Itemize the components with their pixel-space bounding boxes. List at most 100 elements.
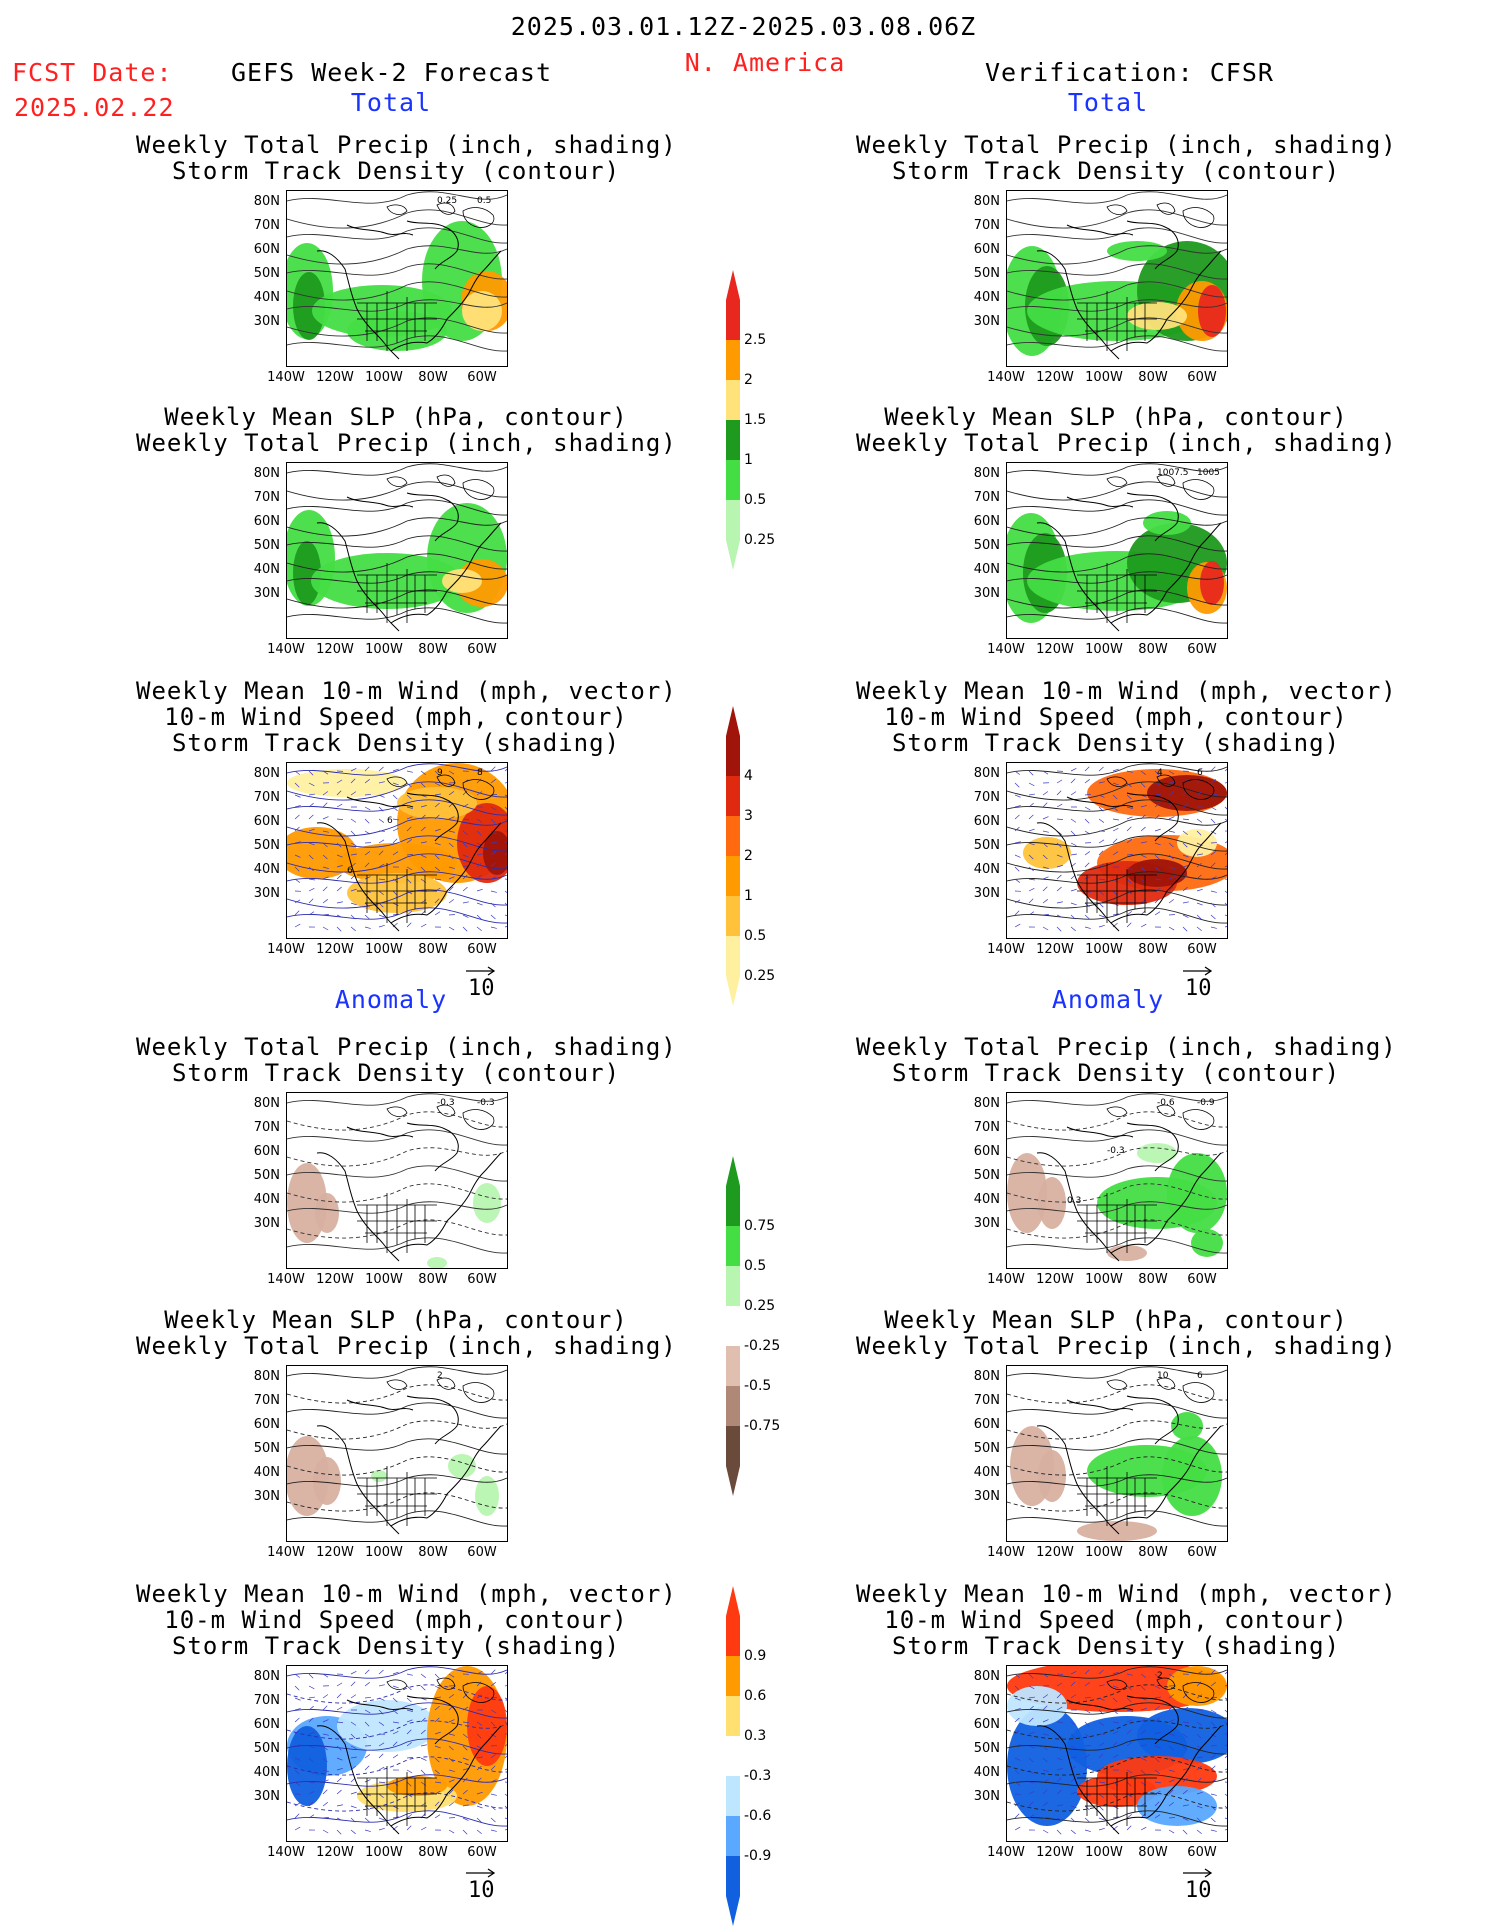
wind-vector — [1071, 889, 1077, 891]
wind-vector — [1085, 927, 1091, 929]
wind-vector — [1029, 783, 1034, 786]
fcst-anom-precip-map: -0.3-0.3 — [286, 1092, 508, 1269]
wind-vector — [1127, 817, 1133, 819]
wind-vector — [337, 1778, 341, 1782]
lon-tick-label: 100W — [362, 1545, 406, 1560]
contour-line — [1007, 1094, 1227, 1106]
wind-vector — [1057, 902, 1063, 903]
fcst-anom-slp-title-line: Weekly Total Precip (inch, shading) — [136, 1333, 656, 1359]
wind-vector — [379, 1670, 384, 1674]
lat-tick-label: 40N — [246, 1192, 280, 1207]
lat-tick-label: 60N — [966, 1717, 1000, 1732]
wind-vector — [1183, 819, 1189, 820]
wind-vector — [505, 1767, 507, 1770]
contour-label: 1007.5 — [1157, 468, 1189, 478]
colorbar-segment — [726, 1816, 740, 1856]
fcst-total-precip-title: Weekly Total Precip (inch, shading)Storm… — [136, 132, 656, 184]
wind-vector — [1015, 815, 1019, 819]
wind-vector — [295, 815, 299, 819]
wind-vector — [295, 1686, 299, 1690]
lon-tick-label: 140W — [984, 370, 1028, 385]
lon-tick-label: 60W — [1180, 642, 1224, 657]
contour-label: -0.3 — [1107, 1146, 1125, 1156]
wind-vector — [407, 1674, 413, 1675]
contour-label: 9 — [437, 768, 443, 778]
lon-tick-label: 80W — [411, 642, 455, 657]
contour-line — [1007, 1385, 1227, 1403]
lon-tick-label: 120W — [313, 942, 357, 957]
wind-vector — [295, 1718, 299, 1722]
wind-vector — [295, 1814, 299, 1818]
lon-tick-label: 100W — [362, 1272, 406, 1287]
wind-vector — [407, 923, 411, 927]
wind-vector — [1029, 794, 1035, 795]
contour-line — [1007, 464, 1227, 476]
wind-vector — [323, 927, 328, 930]
lat-tick-label: 70N — [246, 1120, 280, 1135]
wind-vector — [449, 1817, 455, 1818]
lat-tick-label: 60N — [966, 814, 1000, 829]
lon-tick-label: 120W — [313, 1845, 357, 1860]
fcst-anom-wind-title-line: 10-m Wind Speed (mph, contour) — [136, 1607, 656, 1633]
lon-tick-label: 100W — [1082, 1845, 1126, 1860]
wind-vector — [1211, 807, 1216, 810]
lat-tick-label: 50N — [966, 538, 1000, 553]
contour-line — [287, 1094, 507, 1106]
wind-vector — [491, 1830, 497, 1831]
colorbar-label: 0.75 — [744, 1218, 775, 1234]
obs-anom-precip-title: Weekly Total Precip (inch, shading)Storm… — [856, 1034, 1376, 1086]
wind-vector — [1085, 863, 1089, 867]
lon-tick-label: 140W — [984, 642, 1028, 657]
wind-vector — [1197, 903, 1203, 905]
wind-vector — [1099, 819, 1104, 823]
section-total-left: Total — [291, 88, 491, 117]
wind-vector — [295, 795, 301, 797]
lon-tick-label: 60W — [1180, 1545, 1224, 1560]
contour-label: 2 — [1157, 1671, 1163, 1681]
wind-vector — [1141, 827, 1146, 831]
wind-vector — [505, 891, 507, 895]
contour-line — [287, 1385, 507, 1403]
lon-tick-label: 140W — [984, 1272, 1028, 1287]
lat-tick-label: 60N — [966, 242, 1000, 257]
wind-vector — [1197, 1830, 1202, 1834]
lat-tick-label: 30N — [966, 886, 1000, 901]
contour-line — [1007, 500, 1227, 515]
wind-vector — [323, 803, 327, 807]
lon-tick-label: 100W — [1082, 642, 1126, 657]
fcst-anom-slp-map: 2 — [286, 1365, 508, 1542]
fcst-total-precip-title-line: Weekly Total Precip (inch, shading) — [136, 132, 656, 158]
obs-total-wind-title: Weekly Mean 10-m Wind (mph, vector)10-m … — [856, 678, 1376, 756]
wind-vector — [1085, 1818, 1089, 1822]
wind-vector — [365, 1780, 370, 1782]
lat-tick-label: 50N — [246, 538, 280, 553]
contour-line — [1007, 192, 1227, 204]
wind-vector — [1015, 924, 1020, 927]
colorbar-segment — [726, 1736, 740, 1776]
wind-vector — [379, 925, 385, 927]
obs-anom-slp-title-line: Weekly Total Precip (inch, shading) — [856, 1333, 1376, 1359]
wind-vector — [1113, 828, 1118, 831]
wind-vector — [337, 1805, 343, 1806]
wind-vector — [1169, 817, 1174, 819]
contour-line — [287, 1148, 507, 1166]
colorbar-segment — [726, 1346, 740, 1386]
contour-label: 6 — [1197, 768, 1203, 778]
shading-region — [313, 1457, 341, 1505]
wind-vector — [1225, 1767, 1227, 1770]
colorbar-label: 0.5 — [744, 928, 766, 944]
wind-vector — [337, 1830, 341, 1834]
wind-vector — [1225, 807, 1227, 811]
wind-vector — [505, 1794, 507, 1798]
wind-vector — [407, 1770, 412, 1773]
lon-tick-label: 140W — [264, 642, 308, 657]
colorbar-segment — [726, 1186, 740, 1226]
lon-tick-label: 120W — [313, 1272, 357, 1287]
wind-vector — [1197, 819, 1202, 822]
lat-tick-label: 70N — [966, 218, 1000, 233]
wind-vector — [1071, 779, 1075, 783]
wind-vector — [1099, 840, 1104, 843]
